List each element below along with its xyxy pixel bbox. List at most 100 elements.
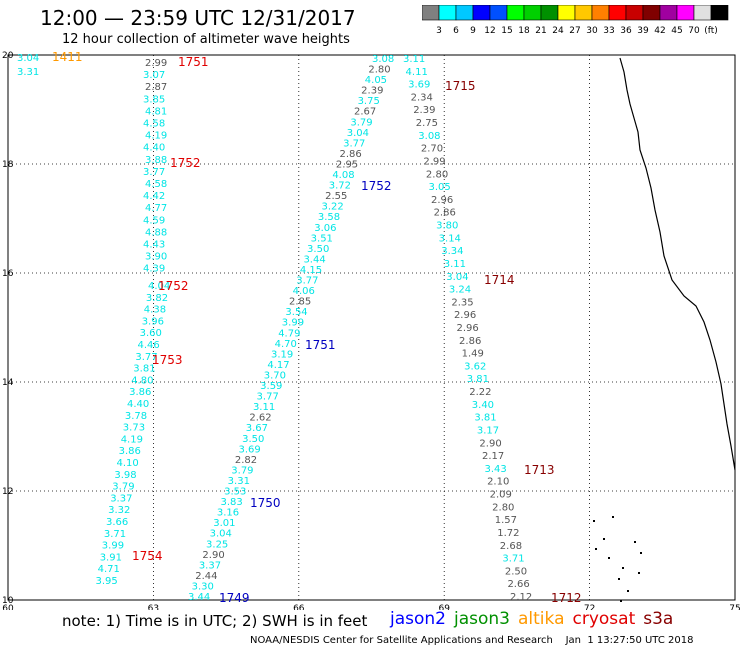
swh-value: 3.73 xyxy=(123,423,145,434)
swh-value: 4.46 xyxy=(138,340,160,351)
swh-value: 3.19 xyxy=(271,349,293,360)
swh-value: 2.99 xyxy=(145,58,167,69)
swh-value: 3.50 xyxy=(242,434,264,445)
time-stamp: 1411 xyxy=(52,50,83,64)
island xyxy=(634,541,636,543)
legend-label: 15 xyxy=(501,26,512,36)
swh-value: 2.75 xyxy=(416,118,438,129)
swh-value: 2.62 xyxy=(249,413,271,424)
lon-tick-label: 60 xyxy=(2,604,14,610)
swh-value: 3.99 xyxy=(282,318,304,329)
swh-value: 3.40 xyxy=(472,400,494,411)
swh-value: 3.69 xyxy=(408,80,430,91)
island xyxy=(627,590,629,592)
swh-value: 3.98 xyxy=(114,470,136,481)
swh-value: 3.43 xyxy=(485,464,507,475)
footer-note: note: 1) Time is in UTC; 2) SWH is in fe… xyxy=(62,612,368,630)
swh-value: 3.04 xyxy=(210,529,232,540)
swh-value: 3.70 xyxy=(264,370,286,381)
swh-value: 3.34 xyxy=(441,246,463,257)
island xyxy=(640,552,642,554)
swh-value: 4.77 xyxy=(145,203,167,214)
swh-value: 2.35 xyxy=(451,297,473,308)
swh-value: 4.38 xyxy=(144,305,166,316)
swh-value: 2.96 xyxy=(454,310,476,321)
swh-value: 3.88 xyxy=(145,155,167,166)
swh-value: 2.99 xyxy=(423,156,445,167)
time-stamp: 1712 xyxy=(551,591,582,605)
swh-value: 3.04 xyxy=(347,128,369,139)
map-subtitle: 12 hour collection of altimeter wave hei… xyxy=(62,32,350,47)
time-stamp: 1713 xyxy=(524,463,555,477)
swh-value: 3.86 xyxy=(129,387,151,398)
time-stamp: 1750 xyxy=(250,496,281,510)
swh-value: 4.43 xyxy=(143,240,165,251)
legend-label: 3 xyxy=(436,26,442,36)
satellite-altika: altika xyxy=(518,609,565,629)
swh-value: 1.72 xyxy=(497,528,519,539)
legend-label: 33 xyxy=(603,26,614,36)
legend-label: 21 xyxy=(535,26,546,36)
swh-value: 3.86 xyxy=(119,446,141,457)
swh-value: 3.78 xyxy=(125,411,147,422)
lon-tick-label: 72 xyxy=(584,604,595,610)
legend-label: (ft) xyxy=(704,26,718,36)
swh-value: 3.77 xyxy=(343,138,365,149)
swh-value: 3.71 xyxy=(104,529,126,540)
swh-value: 3.01 xyxy=(213,518,235,529)
legend-label: 36 xyxy=(620,26,632,36)
swh-value: 3.25 xyxy=(206,539,228,550)
time-stamp: 1714 xyxy=(484,273,515,287)
legend-label: 9 xyxy=(470,26,476,36)
footer-credit: NOAA/NESDIS Center for Satellite Applica… xyxy=(250,635,693,646)
swh-value: 3.50 xyxy=(307,244,329,255)
swh-value: 3.32 xyxy=(108,505,130,516)
time-stamp: 1752 xyxy=(158,279,189,293)
swh-value: 2.22 xyxy=(469,387,491,398)
swh-value: 2.39 xyxy=(413,105,435,116)
credit-text: NOAA/NESDIS Center for Satellite Applica… xyxy=(250,635,553,646)
time-stamp: 1752 xyxy=(170,156,201,170)
swh-value: 3.81 xyxy=(474,413,496,424)
swh-value: 2.90 xyxy=(202,550,224,561)
swh-value: 3.99 xyxy=(102,541,124,552)
island xyxy=(620,600,622,602)
swh-value: 3.75 xyxy=(358,96,380,107)
swh-value: 2.82 xyxy=(235,455,257,466)
swh-value: 1.57 xyxy=(495,515,517,526)
lon-tick-label: 75 xyxy=(729,604,740,610)
swh-value: 3.22 xyxy=(321,202,343,213)
satellite-jason3: jason3 xyxy=(454,609,510,629)
swh-value: 3.11 xyxy=(403,54,425,65)
satellite-key: jason2 jason3 altika cryosat s3a xyxy=(390,609,681,629)
swh-value: 2.67 xyxy=(354,107,376,118)
swh-value: 3.05 xyxy=(428,182,450,193)
swh-value: 3.58 xyxy=(318,212,340,223)
swh-value: 3.14 xyxy=(439,233,461,244)
swh-value: 2.96 xyxy=(431,195,453,206)
swh-value: 2.44 xyxy=(195,571,217,582)
swh-value: 4.71 xyxy=(98,564,120,575)
satellite-cryosat: cryosat xyxy=(572,609,636,629)
swh-value: 3.07 xyxy=(143,70,165,81)
lat-tick-label: 14 xyxy=(2,378,14,388)
map-title: 12:00 — 23:59 UTC 12/31/2017 xyxy=(40,6,356,30)
swh-value: 4.79 xyxy=(278,328,300,339)
swh-value: 2.55 xyxy=(325,191,347,202)
swh-value: 3.06 xyxy=(314,223,336,234)
swh-value: 3.91 xyxy=(100,552,122,563)
legend-label: 45 xyxy=(671,26,682,36)
swh-value: 3.81 xyxy=(133,364,155,375)
swh-value: 3.08 xyxy=(372,54,394,65)
swh-value: 2.85 xyxy=(289,297,311,308)
swh-value: 2.86 xyxy=(459,336,481,347)
time-stamp: 1715 xyxy=(445,79,476,93)
swh-value: 4.17 xyxy=(267,360,289,371)
swh-value: 2.12 xyxy=(510,592,532,603)
island xyxy=(603,538,605,540)
swh-value: 3.67 xyxy=(246,423,268,434)
swh-value: 2.09 xyxy=(490,490,512,501)
swh-value: 3.04 xyxy=(446,272,468,283)
time-stamp: 1753 xyxy=(152,353,183,367)
